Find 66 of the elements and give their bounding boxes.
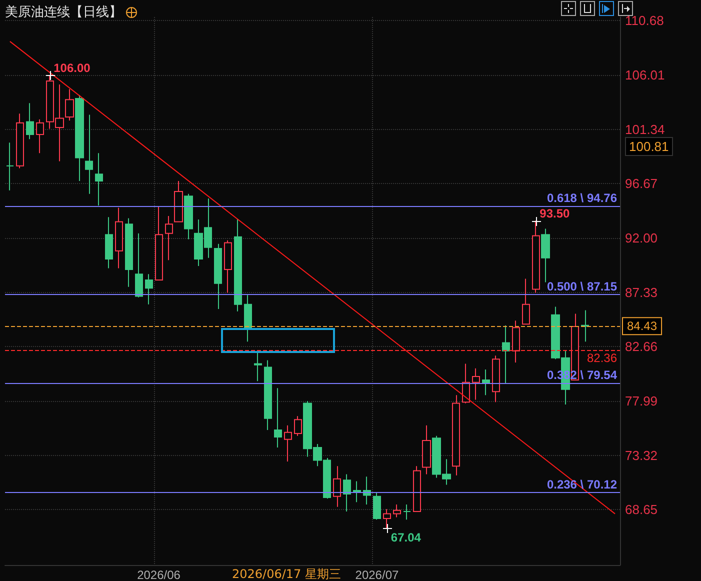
text: 106.00: [54, 61, 90, 76]
y-tick-label: 82.66: [625, 339, 658, 354]
candlestick: [581, 310, 589, 342]
candlestick: [135, 232, 143, 298]
candlestick: [333, 466, 341, 508]
x-tick-label: 2026/06: [137, 568, 181, 581]
ref-line-label: 0.618 \ 94.76: [546, 190, 618, 205]
y-tick-label: 77.99: [625, 394, 658, 409]
y-tick-label: 110.68: [625, 13, 664, 28]
candlestick: [353, 480, 361, 503]
candlestick: [244, 294, 252, 342]
candlestick: [75, 94, 84, 182]
ref-line-label: 82.36: [586, 351, 618, 366]
candlestick: [462, 363, 470, 404]
candlestick: [16, 113, 24, 169]
candlestick: [105, 216, 113, 269]
text: 2026/06/17 星期三: [232, 566, 341, 581]
candlestick: [264, 360, 272, 431]
candlestick: [482, 369, 490, 396]
ref-line-label: 84.43: [627, 319, 658, 334]
candlestick: [85, 114, 93, 194]
candlestick: [174, 180, 183, 222]
y-tick-label: 87.33: [625, 284, 658, 300]
chart-title: 美原油连续【日线】: [5, 5, 122, 20]
candlestick: [224, 240, 232, 294]
candlestick: [294, 416, 302, 436]
text: 93.50: [540, 206, 570, 221]
candlestick: [284, 424, 292, 462]
candlestick: [274, 388, 282, 448]
y-tick-label: 106.01: [625, 68, 665, 83]
candlestick: [472, 368, 480, 400]
candlestick: [343, 474, 351, 512]
candlestick: [36, 118, 44, 154]
candlestick: [541, 228, 550, 283]
y-tick-label: 73.32: [625, 448, 658, 463]
x-tick-label: 2026/07: [355, 568, 399, 581]
candlestick: [155, 206, 163, 280]
candlestick: [373, 492, 381, 520]
candlestick: [393, 504, 401, 518]
ref-line-label: 0.500 \ 87.15: [546, 279, 618, 294]
y-tick-label: 96.67: [625, 176, 658, 192]
text: 100.81: [625, 137, 673, 156]
candlestick: [95, 152, 103, 206]
y-tick-label: 101.34: [625, 122, 665, 137]
text: 67.04: [390, 530, 421, 544]
candlestick: [6, 142, 14, 191]
candlestick: [492, 355, 500, 403]
candlestick: [254, 352, 262, 382]
candlestick: [512, 320, 520, 364]
y-tick-label: 92.00: [625, 230, 658, 246]
candlestick: [413, 466, 421, 512]
y-tick-label: 68.65: [625, 502, 658, 518]
candlestick: [125, 218, 133, 288]
candlestick: [115, 207, 123, 269]
candlestick: [165, 215, 173, 261]
candlestick: [65, 88, 74, 122]
candlestick: [234, 218, 242, 312]
candlestick: [184, 193, 193, 240]
candlestick: [422, 424, 431, 475]
candlestick: [522, 278, 530, 325]
candlestick: [145, 274, 153, 305]
candlestick: [26, 102, 34, 140]
candlestick: [452, 394, 460, 476]
candlestick: [502, 324, 510, 384]
candlestick: [403, 504, 411, 520]
candlestick: [214, 243, 222, 310]
